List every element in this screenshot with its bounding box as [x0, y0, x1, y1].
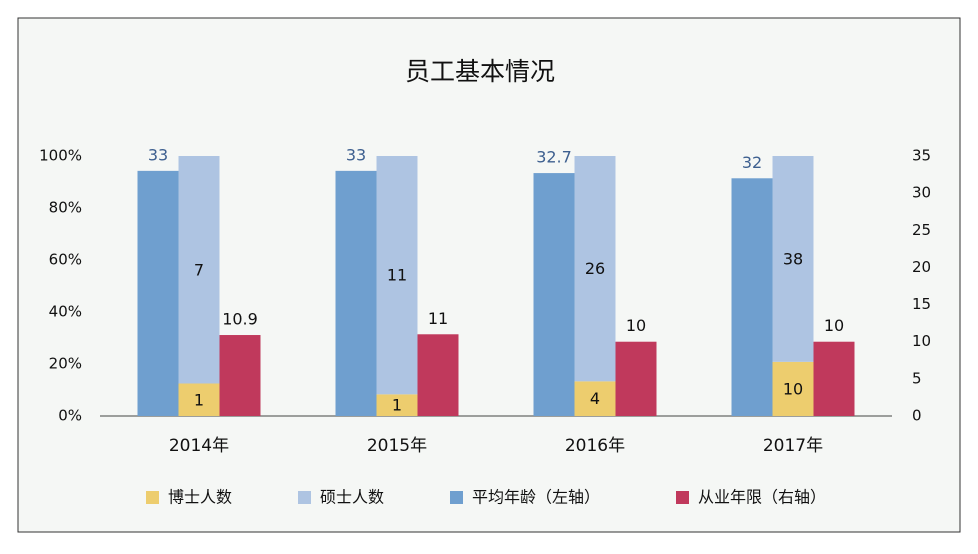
data-label: 4: [590, 389, 600, 408]
y2-tick-label: 30: [912, 184, 931, 202]
data-label: 7: [194, 260, 204, 279]
y2-tick-label: 5: [912, 369, 922, 387]
bar-segment: [376, 156, 418, 395]
x-tick-label: 2015年: [367, 436, 427, 456]
bar: [417, 334, 459, 416]
data-label: 10: [824, 316, 844, 335]
y-tick-label: 60%: [49, 251, 82, 269]
y2-tick-label: 15: [912, 295, 931, 313]
bar: [533, 173, 575, 416]
bar: [219, 335, 261, 416]
data-label: 32.7: [536, 148, 572, 167]
bar-segment: [574, 156, 616, 382]
legend-swatch: [676, 491, 689, 504]
data-label: 10.9: [222, 310, 258, 329]
data-label: 11: [387, 266, 407, 285]
bar: [731, 178, 773, 416]
legend-label: 博士人数: [168, 488, 232, 507]
chart-title: 员工基本情况: [405, 57, 555, 86]
legend-swatch: [450, 491, 463, 504]
x-tick-label: 2016年: [565, 436, 625, 456]
bar-segment: [772, 156, 814, 362]
bar-segment: [772, 361, 814, 416]
data-label: 33: [148, 145, 168, 164]
bar: [813, 341, 855, 416]
x-tick-label: 2014年: [169, 436, 229, 456]
data-label: 10: [626, 316, 646, 335]
y2-tick-label: 10: [912, 332, 931, 350]
y-tick-label: 80%: [49, 199, 82, 217]
bar: [615, 341, 657, 416]
bar: [335, 170, 377, 416]
data-label: 1: [392, 396, 402, 415]
legend-label: 从业年限（右轴）: [698, 488, 826, 507]
data-label: 32: [742, 153, 762, 172]
y2-tick-label: 20: [912, 258, 931, 276]
y2-tick-label: 0: [912, 407, 922, 425]
x-tick-label: 2017年: [763, 436, 823, 456]
y-tick-label: 20%: [49, 355, 82, 373]
legend-swatch: [298, 491, 311, 504]
y-tick-label: 0%: [58, 407, 82, 425]
data-label: 38: [783, 249, 803, 268]
y-tick-label: 40%: [49, 303, 82, 321]
legend-label: 平均年龄（左轴）: [472, 488, 600, 507]
data-label: 10: [783, 379, 803, 398]
data-label: 33: [346, 145, 366, 164]
bar-segment: [376, 394, 418, 416]
legend-swatch: [146, 491, 159, 504]
y-tick-label: 100%: [39, 147, 82, 165]
legend-label: 硕士人数: [320, 488, 384, 507]
bar-segment: [574, 381, 616, 416]
data-label: 11: [428, 309, 448, 328]
data-label: 1: [194, 390, 204, 409]
bar-segment: [178, 383, 220, 416]
y2-tick-label: 25: [912, 221, 931, 239]
y2-tick-label: 35: [912, 147, 931, 165]
data-label: 26: [585, 259, 605, 278]
bar-segment: [178, 156, 220, 384]
bar: [137, 170, 179, 416]
